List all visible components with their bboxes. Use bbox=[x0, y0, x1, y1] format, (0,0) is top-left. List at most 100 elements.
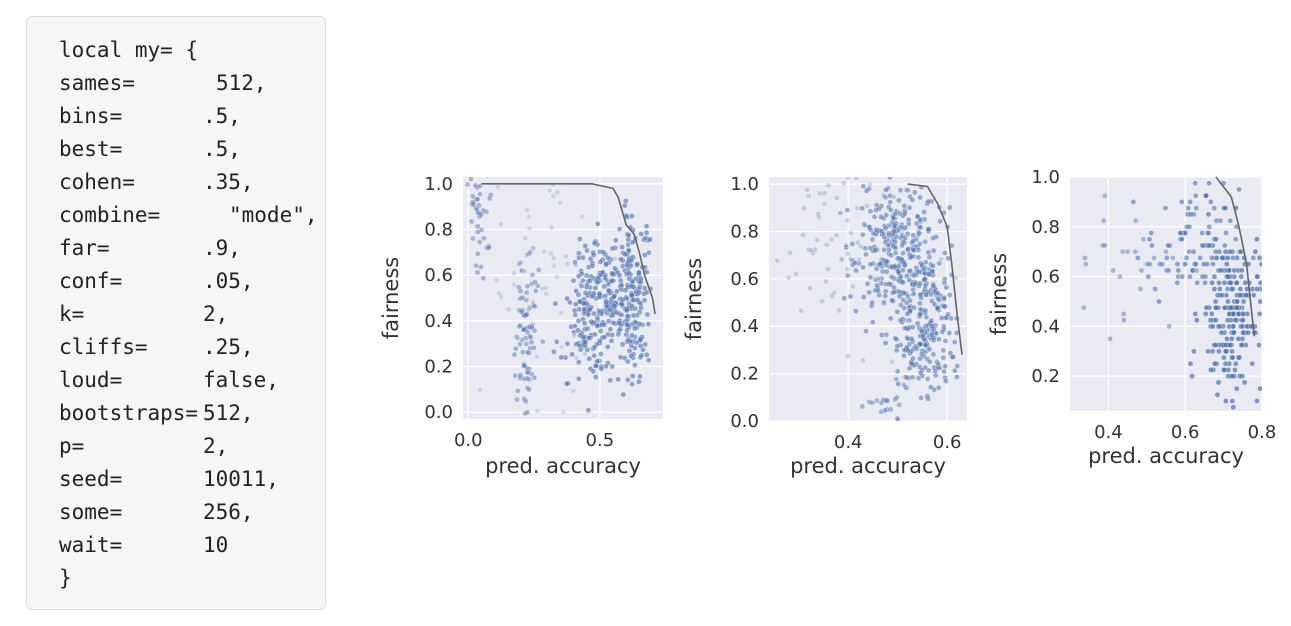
data-point bbox=[614, 288, 620, 295]
data-point bbox=[922, 238, 928, 245]
data-point bbox=[1148, 230, 1154, 236]
data-point bbox=[1232, 317, 1239, 323]
data-point bbox=[638, 231, 644, 237]
data-point bbox=[515, 388, 521, 394]
data-point bbox=[1121, 317, 1127, 323]
y-tick-label: 0.8 bbox=[1031, 217, 1060, 238]
data-point bbox=[921, 209, 927, 215]
data-point bbox=[890, 194, 897, 200]
data-point bbox=[628, 257, 635, 264]
data-point bbox=[611, 303, 618, 309]
data-point bbox=[644, 352, 650, 358]
data-point bbox=[859, 403, 866, 410]
data-point bbox=[548, 250, 554, 257]
data-point bbox=[495, 184, 501, 190]
data-point bbox=[516, 323, 522, 330]
data-point bbox=[1224, 286, 1231, 292]
data-point bbox=[637, 373, 643, 380]
data-point bbox=[642, 252, 648, 258]
data-point bbox=[1233, 360, 1239, 367]
data-point bbox=[564, 340, 571, 347]
data-point bbox=[1187, 360, 1194, 367]
data-point bbox=[819, 298, 825, 304]
data-point bbox=[1211, 273, 1218, 280]
y-tick-label: 0.0 bbox=[730, 411, 759, 432]
data-point bbox=[917, 240, 923, 247]
data-point bbox=[877, 260, 883, 267]
data-point bbox=[587, 306, 593, 313]
code-value: .35, bbox=[203, 170, 254, 194]
data-point bbox=[576, 306, 582, 313]
data-point bbox=[464, 181, 471, 188]
data-point bbox=[829, 293, 835, 299]
data-point bbox=[1256, 342, 1262, 348]
data-point bbox=[1120, 311, 1127, 317]
data-point bbox=[564, 295, 570, 302]
data-point bbox=[910, 232, 916, 239]
data-point bbox=[1187, 273, 1193, 280]
data-point bbox=[541, 248, 547, 255]
data-point bbox=[899, 224, 905, 231]
data-point bbox=[483, 245, 490, 251]
data-point bbox=[1212, 298, 1219, 305]
data-point bbox=[816, 214, 822, 220]
code-line: loud= false, bbox=[59, 364, 279, 397]
data-point bbox=[1083, 261, 1089, 267]
data-point bbox=[610, 319, 616, 326]
data-point bbox=[601, 334, 608, 340]
data-point bbox=[1209, 348, 1216, 355]
data-point bbox=[1222, 348, 1229, 355]
data-point bbox=[616, 272, 623, 279]
data-point bbox=[1165, 242, 1171, 249]
data-point bbox=[872, 247, 878, 254]
data-point bbox=[523, 398, 529, 405]
data-point bbox=[946, 292, 953, 298]
data-point bbox=[882, 407, 888, 414]
data-point bbox=[807, 285, 813, 291]
data-point bbox=[928, 317, 935, 324]
data-point bbox=[478, 211, 485, 218]
data-point bbox=[866, 289, 872, 296]
data-point bbox=[580, 277, 586, 284]
data-point bbox=[1235, 336, 1242, 342]
data-point bbox=[594, 323, 601, 329]
data-point bbox=[901, 203, 908, 209]
data-point bbox=[906, 204, 913, 211]
data-point bbox=[952, 367, 958, 374]
data-point bbox=[939, 329, 946, 335]
data-point bbox=[612, 265, 618, 272]
data-point bbox=[575, 327, 581, 334]
data-point bbox=[1186, 224, 1193, 230]
data-point bbox=[881, 234, 888, 240]
data-point bbox=[1254, 398, 1260, 404]
y-tick-label: 1.0 bbox=[730, 174, 759, 195]
data-point bbox=[941, 303, 948, 310]
data-point bbox=[893, 234, 900, 240]
data-point bbox=[845, 177, 851, 181]
data-point bbox=[891, 224, 898, 231]
data-point bbox=[821, 200, 828, 207]
data-point bbox=[938, 315, 945, 321]
data-point bbox=[592, 285, 599, 291]
data-point bbox=[1193, 317, 1200, 323]
data-point bbox=[511, 351, 518, 358]
data-point bbox=[592, 331, 598, 338]
data-point bbox=[1232, 236, 1239, 242]
data-point bbox=[470, 193, 476, 199]
data-point bbox=[923, 292, 929, 298]
data-point bbox=[879, 332, 885, 338]
data-point bbox=[954, 363, 960, 369]
data-point bbox=[946, 330, 952, 336]
data-point bbox=[904, 273, 910, 279]
data-point bbox=[1227, 342, 1233, 348]
data-point bbox=[867, 274, 874, 281]
data-point bbox=[901, 382, 907, 388]
y-tick-label: 0.6 bbox=[424, 265, 453, 286]
data-point bbox=[613, 309, 620, 316]
data-point bbox=[1107, 336, 1113, 342]
data-point bbox=[633, 339, 640, 346]
data-point bbox=[1224, 273, 1231, 280]
data-point bbox=[926, 346, 933, 353]
data-point bbox=[894, 394, 900, 401]
data-point bbox=[887, 315, 894, 322]
